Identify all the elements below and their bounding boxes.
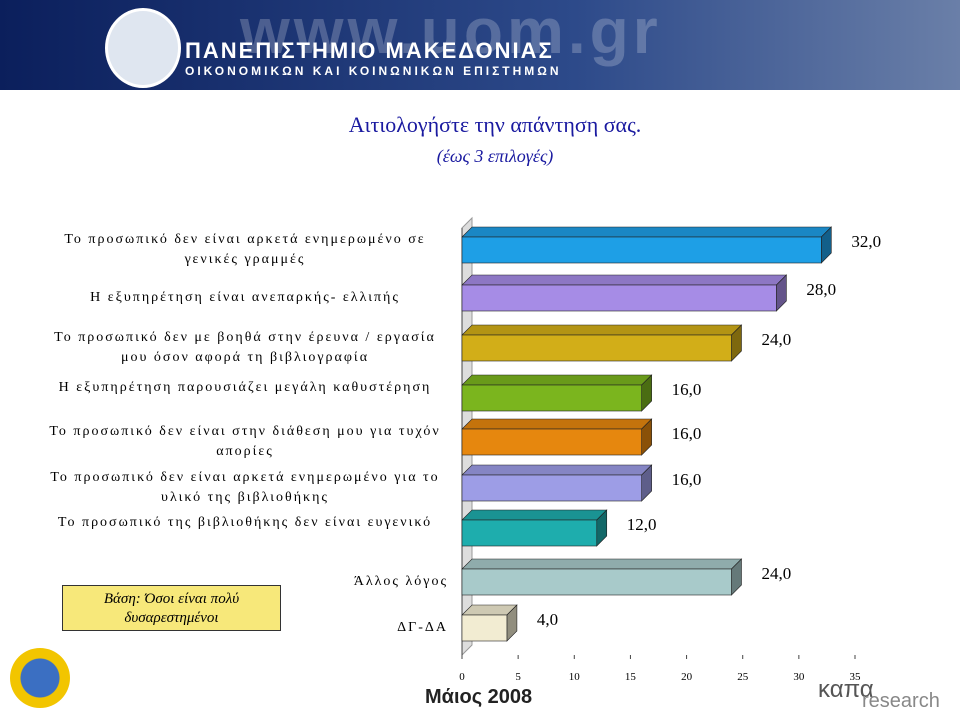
x-tick-label: 20	[681, 671, 693, 683]
bar-top	[461, 324, 743, 336]
value-label: 12,0	[627, 515, 657, 534]
bar-top	[461, 464, 653, 476]
value-label: 28,0	[806, 280, 836, 299]
value-label: 16,0	[672, 424, 702, 443]
bar	[461, 568, 732, 596]
bar	[461, 236, 822, 264]
category-label: Η εξυπηρέτηση είναι ανεπαρκής- ελλιπής	[90, 290, 400, 305]
bar-top	[461, 509, 608, 521]
value-label: 32,0	[851, 232, 881, 251]
chart-title: Αιτιολογήστε την απάντηση σας.	[348, 112, 642, 137]
header-logo	[105, 8, 181, 88]
category-label: Η εξυπηρέτηση παρουσιάζει μεγάλη καθυστέ…	[58, 380, 432, 395]
header-banner: www.uom.gr ΠΑΝΕΠΙΣΤΗΜΙΟ ΜΑΚΕΔΟΝΙΑΣ ΟΙΚΟΝ…	[0, 0, 960, 90]
value-label: 16,0	[672, 470, 702, 489]
category-label: Το προσωπικό της βιβλιοθήκης δεν είναι ε…	[57, 515, 433, 530]
category-label: Το προσωπικό δεν είναι αρκετά ενημερωμέν…	[50, 470, 440, 505]
category-label: Το προσωπικό δεν με βοηθά στην έρευνα / …	[54, 330, 436, 365]
x-tick-label: 10	[569, 671, 581, 683]
x-tick-label: 0	[459, 671, 465, 683]
x-tick-label: 35	[850, 671, 862, 683]
bar	[461, 284, 777, 312]
category-label: Άλλος λόγος	[353, 574, 448, 589]
logo-bottom: research	[862, 690, 940, 712]
x-tick-label: 25	[737, 671, 749, 683]
bar	[461, 384, 642, 412]
category-label: ΔΓ-ΔΑ	[397, 620, 448, 635]
logo-top: καπα	[818, 676, 874, 703]
bar-top	[461, 558, 743, 570]
x-tick-label: 30	[793, 671, 805, 683]
header-url: www.uom.gr	[240, 0, 662, 67]
category-label: Το προσωπικό δεν είναι αρκετά ενημερωμέν…	[64, 232, 426, 267]
value-label: 4,0	[537, 610, 558, 629]
category-label: Το προσωπικό δεν είναι στην διάθεση μου …	[49, 424, 441, 459]
value-label: 24,0	[761, 564, 791, 583]
bar-top	[461, 374, 653, 386]
footer-date: Μάιος 2008	[425, 686, 533, 708]
header-faculty: ΟΙΚΟΝΟΜΙΚΩΝ ΚΑΙ ΚΟΙΝΩΝΙΚΩΝ ΕΠΙΣΤΗΜΩΝ	[185, 64, 562, 78]
value-label: 16,0	[672, 380, 702, 399]
bar-top	[461, 226, 833, 238]
value-label: 24,0	[761, 330, 791, 349]
bar	[461, 334, 732, 362]
header-university: ΠΑΝΕΠΙΣΤΗΜΙΟ ΜΑΚΕΔΟΝΙΑΣ	[185, 38, 554, 63]
footer-emblem	[10, 648, 70, 708]
bar-top	[461, 418, 653, 430]
bar	[461, 428, 642, 456]
bar-top	[461, 274, 788, 286]
bar	[461, 614, 508, 642]
note-box: Βάση: Όσοι είναι πολύ δυσαρεστημένοι	[62, 585, 281, 631]
chart-subtitle: (έως 3 επιλογές)	[436, 146, 554, 166]
bar	[461, 519, 598, 547]
x-tick-label: 15	[625, 671, 637, 683]
x-tick-label: 5	[515, 671, 521, 683]
bar	[461, 474, 642, 502]
